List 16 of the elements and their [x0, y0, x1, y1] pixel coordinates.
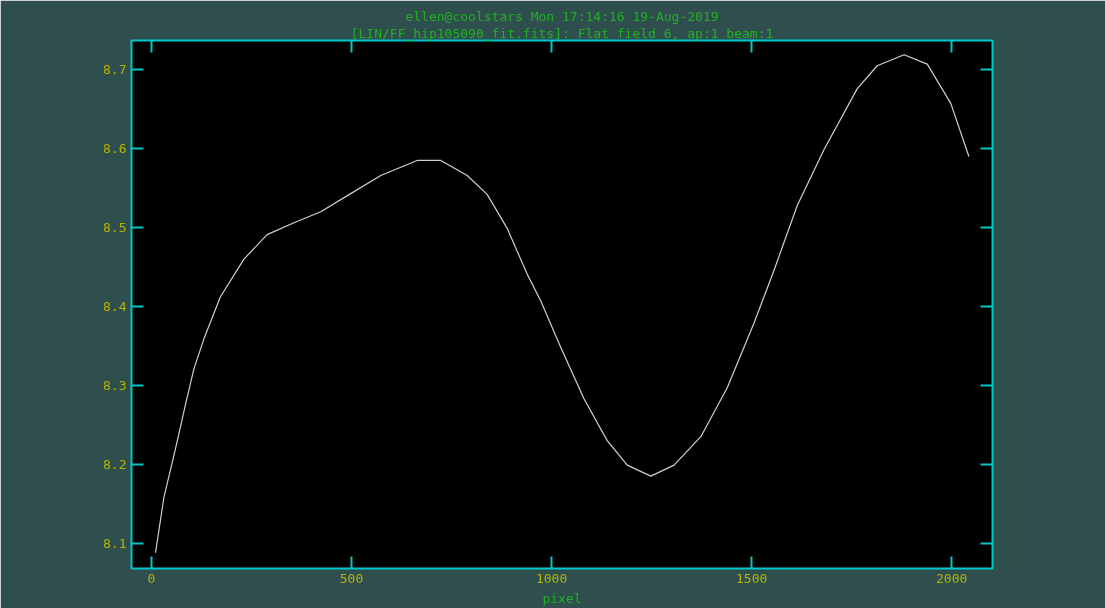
x-tick-label: 0	[147, 570, 156, 586]
y-tick-label: 8.2	[103, 456, 127, 472]
y-tick-label: 8.1	[103, 535, 127, 551]
line-series	[154, 54, 970, 554]
x-axis-title: pixel	[542, 590, 582, 606]
x-tick-label: 1000	[535, 570, 568, 586]
chart-title: ellen@coolstars Mon 17:14:16 19-Aug-2019	[405, 8, 719, 24]
x-tick-label: 1500	[735, 570, 768, 586]
chart-subtitle: [LIN/FF_hip105090_fit.fits]: Flat field 6, ap:1 beam:1	[350, 25, 774, 41]
y-tick-label: 8.6	[103, 141, 127, 157]
x-tick-label: 2000	[936, 570, 968, 586]
y-tick-label: 8.7	[103, 62, 127, 78]
y-tick-label: 8.4	[103, 298, 127, 314]
y-tick-label: 8.3	[103, 377, 127, 393]
x-tick-label: 500	[339, 570, 364, 586]
y-tick-label: 8.5	[103, 220, 127, 236]
